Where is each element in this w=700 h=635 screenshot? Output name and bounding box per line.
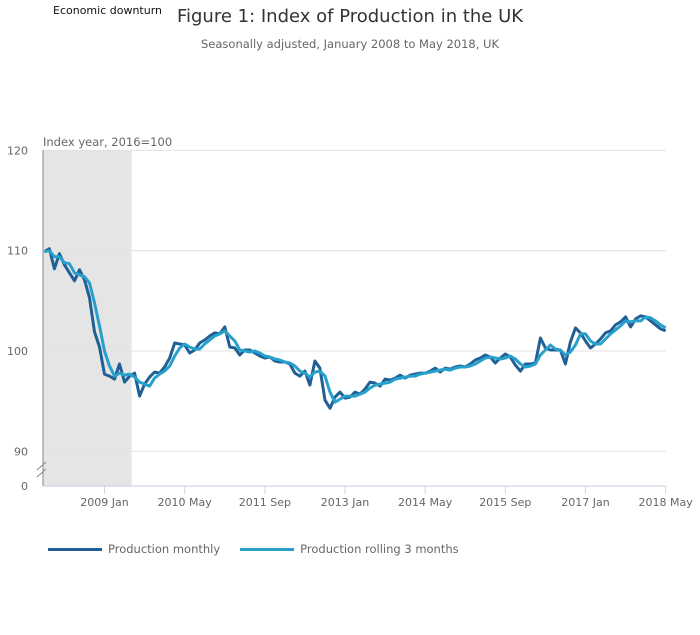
x-tick-label: 2013 Jan <box>321 496 369 509</box>
x-tick-label: 2014 May <box>398 496 453 509</box>
legend-label-monthly: Production monthly <box>108 542 221 556</box>
axis-break-icon <box>36 461 47 478</box>
legend: Production monthly Production rolling 3 … <box>48 542 459 556</box>
x-tick-label: 2015 Sep <box>479 496 531 509</box>
y-tick-label: 0 <box>21 480 28 493</box>
x-tick-label: 2009 Jan <box>80 496 128 509</box>
legend-item-rolling: Production rolling 3 months <box>240 542 459 556</box>
x-tick-label: 2018 May <box>639 496 694 509</box>
chart-subtitle: Seasonally adjusted, January 2008 to May… <box>201 37 499 51</box>
legend-item-monthly: Production monthly <box>48 542 220 556</box>
legend-swatch-monthly <box>48 547 102 551</box>
y-tick-label: 100 <box>7 345 28 358</box>
y-axis-label: Index year, 2016=100 <box>43 135 173 149</box>
economic-downturn-shading <box>43 150 132 486</box>
y-tick-label: 110 <box>7 245 28 258</box>
x-tick-label: 2011 Sep <box>239 496 291 509</box>
legend-swatch-rolling <box>240 547 295 551</box>
economic-downturn-label: Economic downturn <box>53 4 163 17</box>
x-tick-label: 2017 Jan <box>561 496 609 509</box>
chart-title: Figure 1: Index of Production in the UK <box>176 6 524 27</box>
legend-label-rolling: Production rolling 3 months <box>300 542 459 556</box>
series-line-monthly <box>43 247 667 410</box>
x-tick-label: 2010 May <box>158 496 213 509</box>
y-tick-label: 120 <box>7 144 28 157</box>
series-line-rolling <box>44 249 667 404</box>
y-tick-label: 90 <box>14 445 28 458</box>
